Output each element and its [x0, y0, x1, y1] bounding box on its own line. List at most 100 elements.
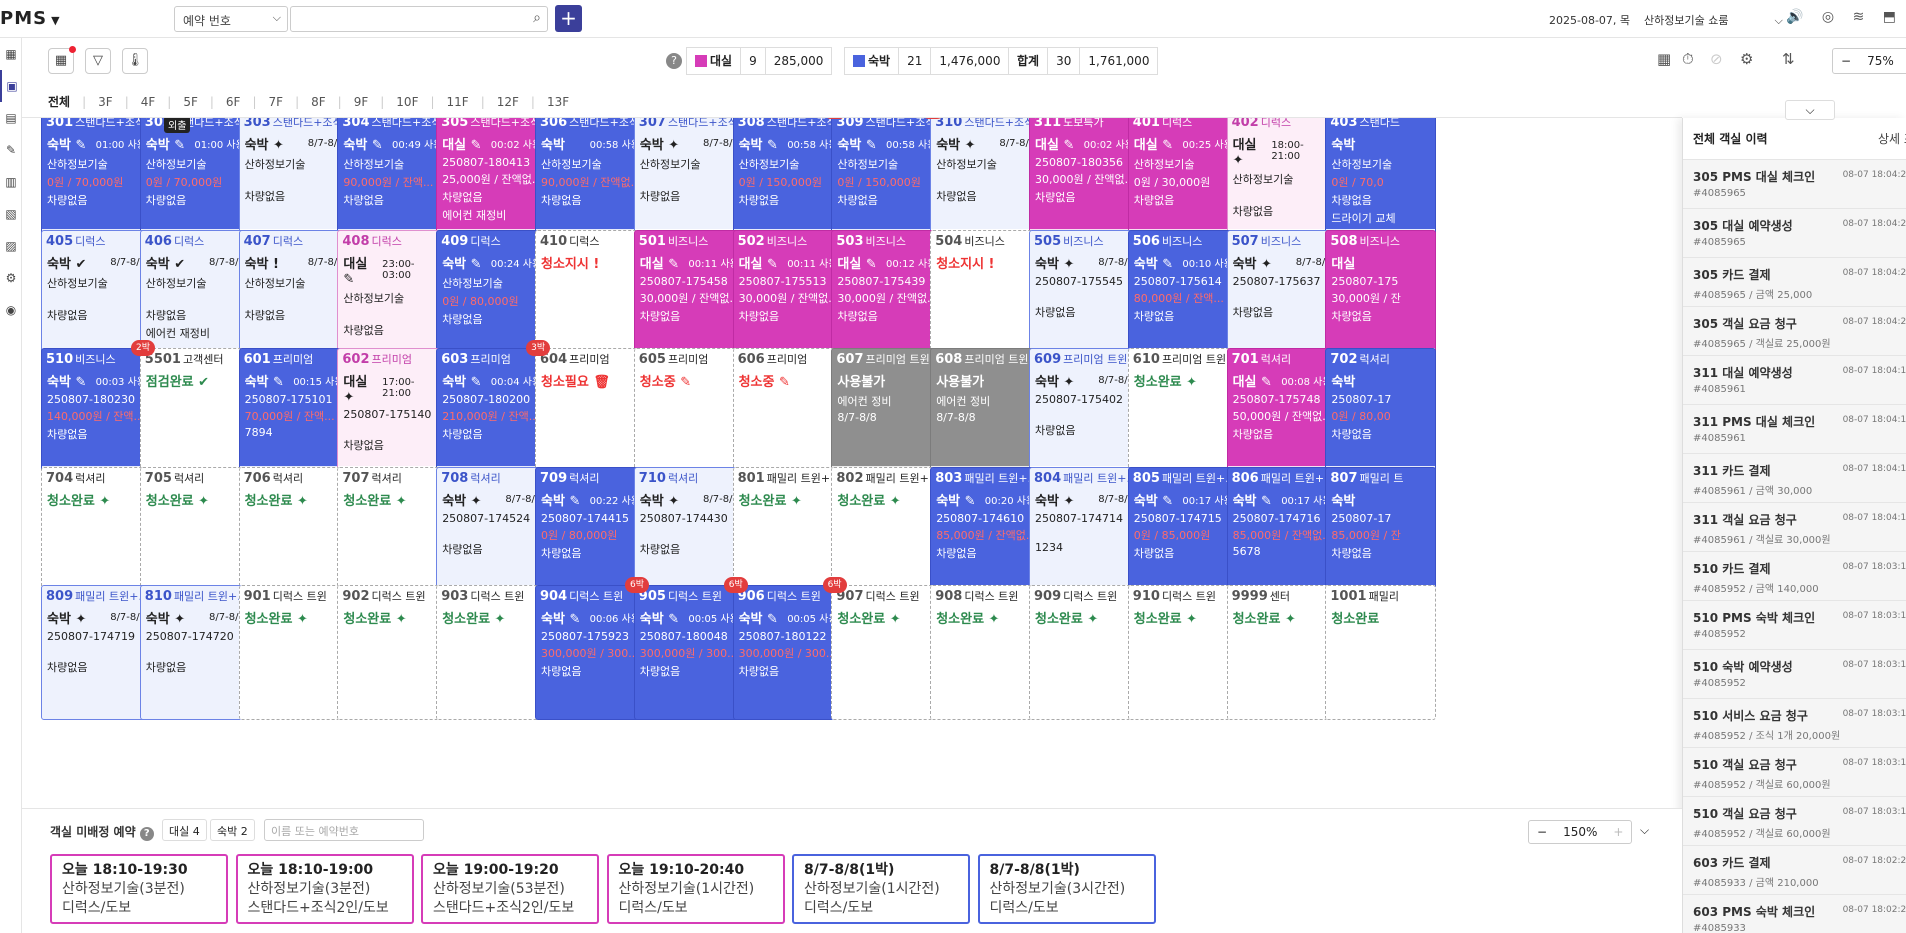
reservation-card[interactable]: 오늘 18:10-19:30 산하정보기술(3분전) 디럭스/도보 — [50, 854, 228, 924]
room-card[interactable]: 9999 센터 청소완료 ✦ — [1226, 585, 1338, 721]
floor-tab-12F[interactable]: 12F — [496, 95, 519, 109]
reservation-card[interactable]: 오늘 18:10-19:00 산하정보기술(3분전) 스탠다드+조식2인/도보 — [235, 854, 414, 924]
room-card[interactable]: 810 패밀리 트윈+... 숙박 ✦ 8/7-8/8 250807-174720 차량없… — [139, 585, 251, 721]
chevron-down-icon[interactable]: ▼ — [51, 14, 61, 27]
zoom-out-button[interactable]: − — [1841, 54, 1852, 68]
chart-nav-icon[interactable]: ▨ — [5, 239, 17, 253]
room-card[interactable]: 803 패밀리 트윈+... 숙박 ✎ 00:20 사용 250807-174610 85… — [930, 466, 1042, 602]
room-card[interactable]: 510 비즈니스 숙박 ✎ 00:03 사용 250807-180230 140,000원… — [41, 348, 152, 484]
room-card[interactable]: 908 디럭스 트윈 청소완료 ✦ — [930, 585, 1042, 721]
history-item[interactable]: 311 PMS 대실 체크인 #4085961 08-07 18:04:11 — [1683, 405, 1906, 454]
room-card[interactable]: 304 스탠다드+조식... 숙박 ✎ 00:49 사용 산하정보기술 90,000원 /… — [337, 118, 449, 246]
history-item[interactable]: 311 카드 결제 #4085961 / 금액 30,000 08-07 18:04… — [1683, 454, 1906, 503]
search-icon[interactable]: ⌕ — [533, 10, 541, 26]
history-item[interactable]: 510 객실 요금 청구 #4085952 / 객실료 60,000원 08-07 … — [1683, 748, 1906, 797]
history-item[interactable]: 603 카드 결제 #4085933 / 금액 210,000 08-07 18:0… — [1683, 846, 1906, 895]
room-card[interactable]: 301 스탠다드+조식... 숙박 ✎ 01:00 사용 산하정보기술 0원 / 70,0… — [41, 118, 152, 246]
room-card[interactable]: 502 비즈니스 대실 ✎ 00:11 사용 250807-175513 30,000원 … — [732, 229, 844, 365]
history-item[interactable]: 510 PMS 숙박 체크인 #4085952 08-07 18:03:19 — [1683, 601, 1906, 650]
room-card[interactable]: 603 프리미엄 숙박 ✎ 00:04 사용 250807-180200 210,000원… — [436, 348, 548, 484]
calendar-nav-icon[interactable]: ▣ — [0, 70, 22, 102]
floor-tab-전체[interactable]: 전체 — [48, 95, 71, 109]
room-card[interactable]: 805 패밀리 트윈+... 숙박 ✎ 00:17 사용 250807-174715 0원… — [1127, 466, 1239, 602]
room-card[interactable]: 309 스탠다드+조식... 숙박 ✎ 00:58 사용 산하정보기술 0원 / 150,… — [831, 118, 943, 246]
no-sound-icon[interactable]: ⊘ — [1710, 50, 1723, 68]
room-card[interactable]: 305 스탠다드+조식... 대실 ✎ 00:02 사용 250807-180413 25… — [436, 118, 548, 246]
history-item[interactable]: 510 카드 결제 #4085952 / 금액 140,000 08-07 18:0… — [1683, 552, 1906, 601]
floor-tab-5F[interactable]: 5F — [183, 95, 198, 109]
zoom-out-button[interactable]: − — [1537, 825, 1548, 839]
add-button[interactable]: + — [555, 5, 582, 32]
history-item[interactable]: 305 대실 예약생성 #4085965 08-07 18:04:25 — [1683, 209, 1906, 258]
help-icon[interactable]: ? — [139, 827, 154, 841]
zoom-in-button[interactable]: + — [1613, 825, 1624, 839]
zoom-in-button[interactable]: + — [1902, 49, 1906, 73]
room-card[interactable]: 907 디럭스 트윈 청소완료 ✦ — [831, 585, 943, 721]
filter-button[interactable]: ▽ — [85, 48, 111, 74]
reservation-card[interactable]: 오늘 19:00-19:20 산하정보기술(53분전) 스탠다드+조식2인/도보 — [421, 854, 599, 924]
tool-nav-icon[interactable]: ✎ — [5, 143, 17, 157]
room-card[interactable]: 1001 패밀리 청소완료 — [1325, 585, 1437, 721]
room-card[interactable]: 311 도보특가 대실 ✎ 00:02 사용 250807-180356 30,000원 … — [1029, 118, 1140, 246]
help-icon[interactable]: ? — [666, 53, 682, 69]
search-type-select[interactable]: 예약 번호 ⌵ — [174, 6, 288, 32]
grid-nav-icon[interactable]: ▦ — [5, 47, 17, 61]
room-card[interactable]: 308 스탠다드+조식... 숙박 ✎ 00:58 사용 산하정보기술 0원 / 150,… — [732, 118, 844, 246]
room-card[interactable]: 902 디럭스 트윈 청소완료 ✦ — [337, 585, 449, 721]
history-item[interactable]: 603 PMS 숙박 체크인 #4085933 08-07 18:02:21 — [1683, 895, 1906, 933]
doc-nav-icon[interactable]: ▤ — [5, 111, 17, 125]
room-card[interactable]: 503 비즈니스 대실 ✎ 00:12 사용 250807-175439 30,000원 … — [831, 229, 943, 365]
daesil-count[interactable]: 대실 4 — [162, 819, 207, 841]
volume-icon[interactable]: 🔊 — [1786, 9, 1804, 25]
sukbak-count[interactable]: 숙박 2 — [210, 819, 255, 841]
target-nav-icon[interactable]: ◉ — [5, 303, 17, 317]
floor-tab-7F[interactable]: 7F — [268, 95, 284, 109]
room-card[interactable]: 701 럭셔리 대실 ✎ 00:08 사용 250807-175748 50,000원 /… — [1226, 348, 1338, 484]
history-item[interactable]: 510 객실 요금 청구 #4085952 / 객실료 60,000원 08-07 … — [1683, 797, 1906, 846]
unassigned-search-input[interactable]: 이름 또는 예약번호 — [264, 819, 424, 841]
wifi-icon[interactable]: ≋ — [1852, 9, 1865, 25]
calendar-button[interactable]: ▦ — [48, 46, 76, 74]
reservation-card[interactable]: 8/7-8/8(1박) 산하정보기술(3시간전) 디럭스/도보 — [977, 854, 1156, 924]
room-card[interactable]: 506 비즈니스 숙박 ✎ 00:10 사용 250807-175614 80,000원 … — [1127, 229, 1239, 365]
floor-tab-4F[interactable]: 4F — [140, 95, 156, 109]
history-item[interactable]: 311 객실 요금 청구 #4085961 / 객실료 30,000원 08-07 … — [1683, 503, 1906, 552]
report-nav-icon[interactable]: ▧ — [5, 207, 17, 221]
floor-tab-13F[interactable]: 13F — [546, 95, 570, 109]
floor-tab-8F[interactable]: 8F — [311, 95, 326, 109]
history-detail-link[interactable]: 상세 조회 — [1878, 132, 1906, 146]
floor-tab-11F[interactable]: 11F — [446, 95, 469, 109]
history-item[interactable]: 510 숙박 예약생성 #4085952 08-07 18:03:19 — [1683, 650, 1906, 699]
search-input[interactable]: ⌕ — [290, 6, 548, 32]
app-logo[interactable]: PMS ▼ — [0, 8, 61, 29]
room-card[interactable]: 809 패밀리 트윈+... 숙박 ✦ 8/7-8/8 250807-174719 차량없… — [41, 585, 152, 721]
history-item[interactable]: 305 PMS 대실 체크인 #4085965 08-07 18:04:29 — [1683, 160, 1906, 209]
room-card[interactable]: 903 디럭스 트윈 청소완료 ✦ — [436, 585, 548, 721]
reservation-card[interactable]: 8/7-8/8(1박) 산하정보기술(1시간전) 디럭스/도보 — [792, 854, 970, 924]
history-item[interactable]: 311 대실 예약생성 #4085961 08-07 18:04:11 — [1683, 356, 1906, 405]
room-card[interactable]: 905 디럭스 트윈 숙박 ✎ 00:05 사용 250807-180048 300,00… — [633, 585, 745, 721]
history-item[interactable]: 510 서비스 요금 청구 #4085952 / 조식 1개 20,000원 08-… — [1683, 699, 1906, 748]
room-card[interactable]: 910 디럭스 트윈 청소완료 ✦ — [1127, 585, 1239, 721]
room-card[interactable]: 302 스탠다드+조식... 숙박 ✎ 01:00 사용 산하정보기술 0원 / 70,0… — [139, 118, 251, 246]
